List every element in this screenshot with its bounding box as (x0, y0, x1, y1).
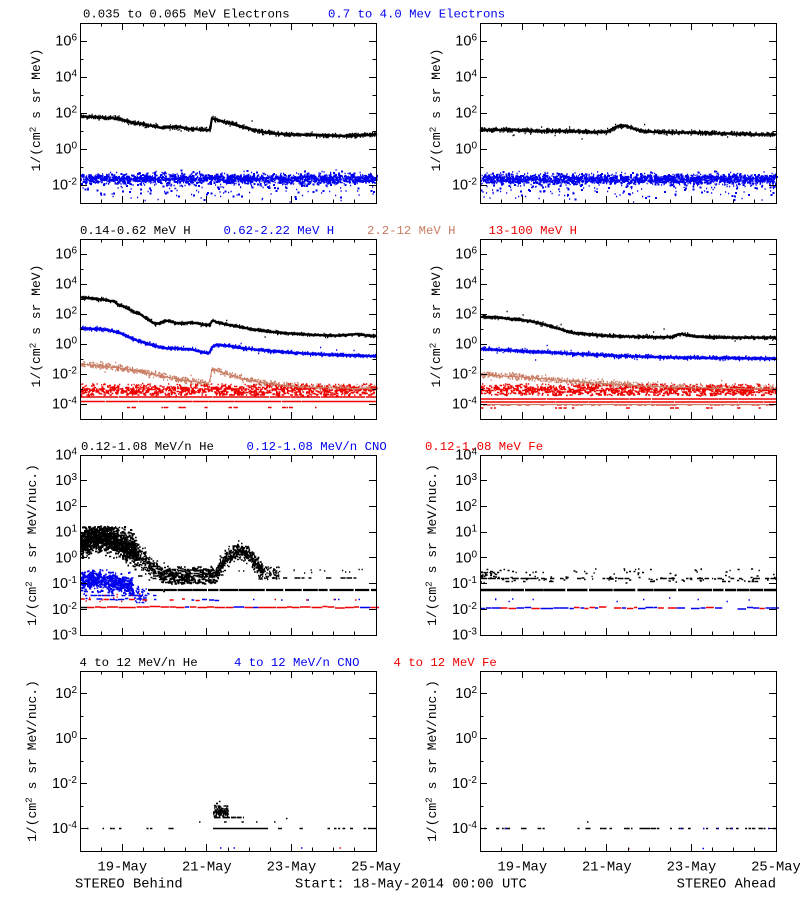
svg-text:25-May: 25-May (351, 861, 401, 876)
svg-text:1/(cm2 s sr MeV/nuc.): 1/(cm2 s sr MeV/nuc.) (424, 464, 441, 626)
svg-text:Start: 18-May-2014 00:00 UTC: Start: 18-May-2014 00:00 UTC (295, 878, 527, 893)
svg-text:0.7 to 4.0 Mev Electrons: 0.7 to 4.0 Mev Electrons (328, 8, 505, 22)
svg-text:2.2-12 MeV H: 2.2-12 MeV H (367, 224, 456, 238)
svg-text:0.12-1.08 MeV Fe: 0.12-1.08 MeV Fe (425, 440, 543, 454)
svg-text:STEREO Ahead: STEREO Ahead (677, 877, 776, 893)
svg-text:0.12-1.08 MeV/n CNO: 0.12-1.08 MeV/n CNO (247, 440, 387, 454)
svg-text:4 to 12 MeV Fe: 4 to 12 MeV Fe (394, 656, 497, 670)
svg-text:21-May: 21-May (182, 861, 232, 876)
svg-text:19-May: 19-May (97, 861, 147, 876)
svg-text:19-May: 19-May (497, 861, 547, 876)
svg-text:1/(cm2 s sr MeV): 1/(cm2 s sr MeV) (28, 49, 45, 172)
svg-text:4 to 12 MeV/n CNO: 4 to 12 MeV/n CNO (234, 656, 359, 670)
svg-text:1/(cm2 s sr MeV): 1/(cm2 s sr MeV) (28, 265, 45, 388)
svg-text:21-May: 21-May (582, 861, 632, 876)
svg-text:23-May: 23-May (267, 861, 317, 876)
svg-text:0.035 to 0.065 MeV Electrons: 0.035 to 0.065 MeV Electrons (83, 8, 290, 22)
svg-text:1/(cm2 s sr MeV/nuc.): 1/(cm2 s sr MeV/nuc.) (24, 680, 41, 842)
svg-text:23-May: 23-May (667, 861, 717, 876)
svg-text:1/(cm2 s sr MeV): 1/(cm2 s sr MeV) (428, 265, 445, 388)
svg-text:1/(cm2 s sr MeV/nuc.): 1/(cm2 s sr MeV/nuc.) (24, 464, 41, 626)
svg-text:0.14-0.62 MeV H: 0.14-0.62 MeV H (80, 224, 191, 238)
svg-text:0.62-2.22 MeV H: 0.62-2.22 MeV H (224, 224, 335, 238)
svg-text:1/(cm2 s sr MeV): 1/(cm2 s sr MeV) (428, 49, 445, 172)
svg-text:STEREO Behind: STEREO Behind (75, 877, 183, 893)
svg-text:13-100 MeV H: 13-100 MeV H (489, 224, 578, 238)
svg-text:25-May: 25-May (751, 861, 800, 876)
svg-text:1/(cm2 s sr MeV/nuc.): 1/(cm2 s sr MeV/nuc.) (424, 680, 441, 842)
svg-text:4 to 12 MeV/n He: 4 to 12 MeV/n He (80, 656, 198, 670)
svg-text:0.12-1.08 MeV/n He: 0.12-1.08 MeV/n He (81, 440, 214, 454)
